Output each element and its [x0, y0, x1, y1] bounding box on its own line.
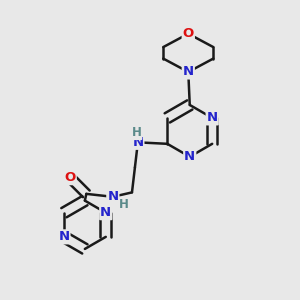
Text: N: N [100, 206, 111, 219]
Text: H: H [131, 126, 141, 139]
Text: N: N [184, 150, 195, 163]
Text: H: H [119, 198, 129, 211]
Text: O: O [64, 171, 76, 184]
Text: N: N [183, 65, 194, 79]
Text: O: O [183, 27, 194, 40]
Text: N: N [132, 136, 143, 149]
Text: N: N [58, 230, 70, 243]
Text: N: N [207, 111, 218, 124]
Text: N: N [107, 190, 118, 203]
